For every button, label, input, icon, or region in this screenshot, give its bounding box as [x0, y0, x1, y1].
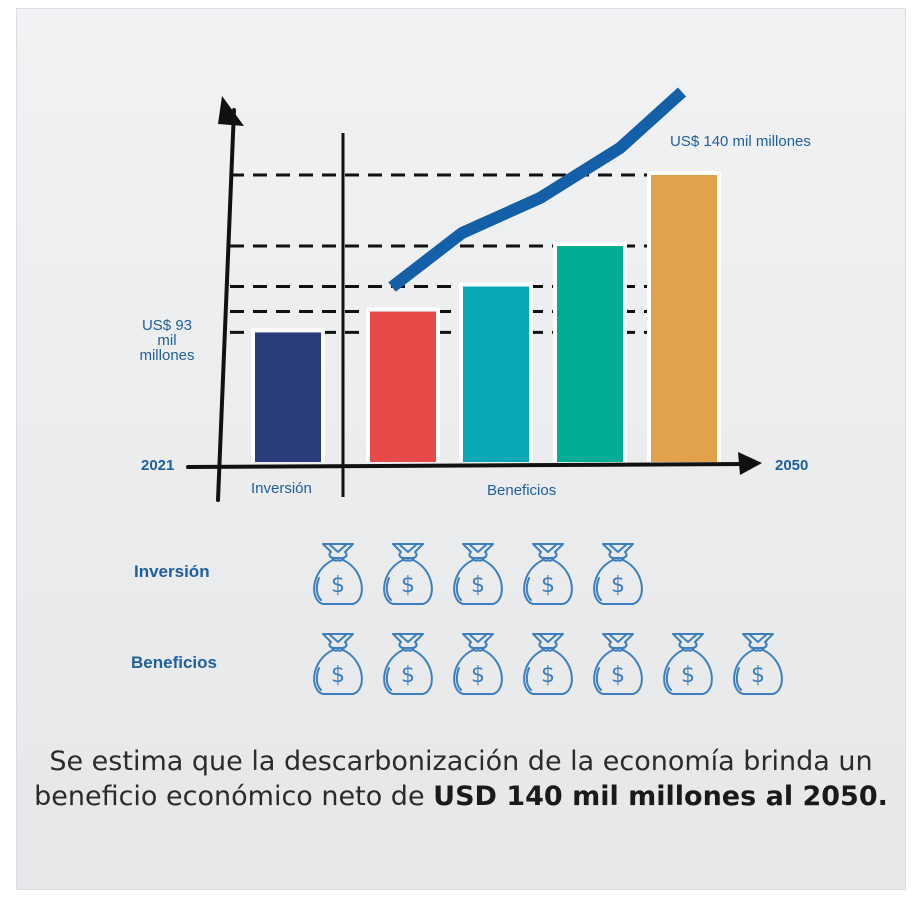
- investment-bags: $ $ $ $: [305, 538, 651, 608]
- svg-text:$: $: [401, 573, 415, 598]
- group-label-investment: Inversión: [251, 480, 312, 497]
- svg-text:$: $: [611, 663, 625, 688]
- annotation-93-line-3: millones: [139, 347, 195, 364]
- trend-line: [388, 87, 687, 292]
- svg-text:$: $: [681, 663, 695, 688]
- x-axis-arrow: [738, 452, 762, 475]
- y-axis-arrow: [218, 96, 244, 126]
- x-start-label: 2021: [141, 457, 175, 474]
- bar-3: [557, 246, 623, 462]
- annotation-140: US$ 140 mil millones: [670, 133, 811, 150]
- money-bag-icon: $: [515, 538, 581, 608]
- money-bag-icon: $: [585, 538, 651, 608]
- x-end-label: 2050: [775, 457, 809, 474]
- money-bag-icon: $: [725, 628, 791, 698]
- svg-text:$: $: [541, 573, 555, 598]
- svg-text:$: $: [401, 663, 415, 688]
- summary-body: Se estima que la descarbonización de la …: [34, 746, 873, 812]
- annotation-93-line-2: mil: [157, 332, 177, 349]
- y-axis: [216, 108, 236, 502]
- money-bag-icon: $: [375, 538, 441, 608]
- bar-0: [255, 332, 321, 462]
- svg-text:$: $: [541, 663, 555, 688]
- bar-1: [370, 311, 436, 462]
- group-label-benefits: Beneficios: [487, 482, 557, 499]
- row-label-investment: Inversión: [134, 562, 210, 581]
- bar-2: [463, 286, 529, 462]
- summary-highlight: USD 140 mil millones al 2050.: [433, 781, 888, 812]
- svg-text:$: $: [331, 573, 345, 598]
- svg-text:$: $: [751, 663, 765, 688]
- svg-text:$: $: [611, 573, 625, 598]
- annotation-93: US$ 93 mil millones: [122, 318, 212, 363]
- annotation-93-line-1: US$ 93: [141, 317, 193, 334]
- summary-text: Se estima que la descarbonización de la …: [0, 744, 922, 814]
- benefits-bags: $ $ $ $: [305, 628, 791, 698]
- money-bag-icon: $: [585, 628, 651, 698]
- money-bag-icon: $: [305, 628, 371, 698]
- svg-text:$: $: [471, 663, 485, 688]
- x-axis: [186, 462, 747, 469]
- money-bag-icon: $: [445, 628, 511, 698]
- bar-4: [651, 175, 717, 462]
- money-bag-icon: $: [305, 538, 371, 608]
- svg-text:$: $: [471, 573, 485, 598]
- svg-text:$: $: [331, 663, 345, 688]
- money-bag-icon: $: [515, 628, 581, 698]
- money-bag-icon: $: [375, 628, 441, 698]
- money-bag-icon: $: [655, 628, 721, 698]
- money-bag-icon: $: [445, 538, 511, 608]
- bar-chart: [186, 87, 762, 502]
- row-label-benefits: Beneficios: [131, 653, 217, 672]
